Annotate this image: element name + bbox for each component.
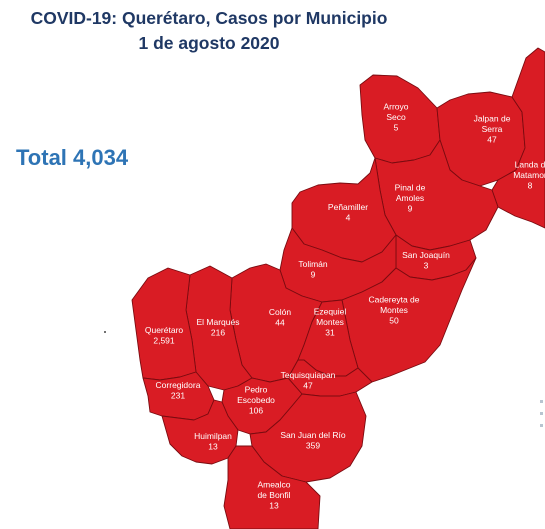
map-title-line2: 1 de agosto 2020 [138, 33, 280, 53]
municipality-regions [131, 47, 545, 529]
map-title: COVID-19: Querétaro, Casos por Municipio… [0, 6, 418, 56]
municipality-amealco[interactable] [223, 445, 321, 529]
edge-speck [540, 424, 543, 427]
edge-speck [540, 400, 543, 403]
map-title-line1: COVID-19: Querétaro, Casos por Municipio [30, 8, 388, 28]
municipality-san-juan[interactable] [249, 391, 367, 483]
total-cases: Total 4,034 [16, 145, 129, 170]
municipality-queretaro[interactable] [131, 267, 197, 381]
edge-speck [540, 412, 543, 415]
municipality-arroyo-seco[interactable] [359, 74, 441, 164]
municipality-huimilpan[interactable] [161, 399, 239, 465]
stray-dot [104, 331, 106, 333]
municipality-landa[interactable] [491, 47, 545, 229]
